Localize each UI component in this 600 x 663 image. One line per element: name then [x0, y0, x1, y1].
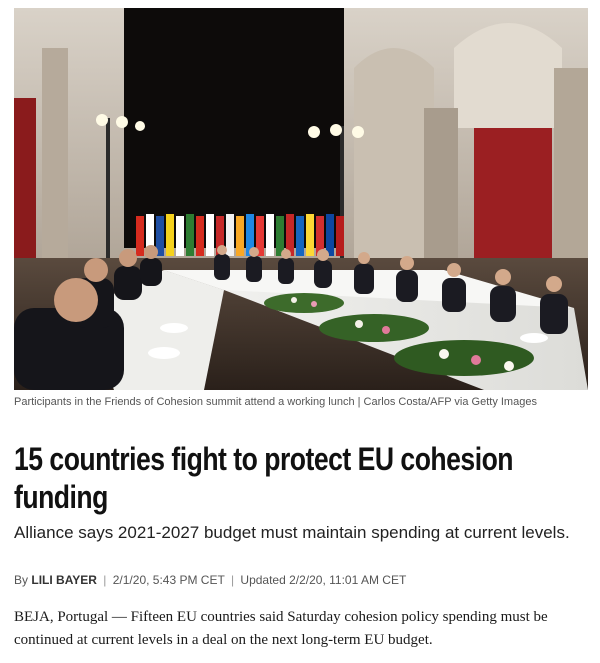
hero-photo	[14, 8, 588, 390]
updated-date: Updated 2/2/20, 11:01 AM CET	[240, 573, 407, 587]
summit-scene-illustration	[14, 8, 588, 390]
byline-separator: |	[230, 573, 235, 587]
author-link[interactable]: LILI BAYER	[31, 573, 97, 587]
byline: By LILI BAYER | 2/1/20, 5:43 PM CET | Up…	[14, 573, 589, 587]
publish-date: 2/1/20, 5:43 PM CET	[112, 573, 225, 587]
byline-prefix: By	[14, 573, 29, 587]
byline-separator: |	[103, 573, 107, 587]
photo-caption: Participants in the Friends of Cohesion …	[14, 396, 537, 408]
article-headline: 15 countries fight to protect EU cohesio…	[14, 441, 514, 515]
article-lead-paragraph: BEJA, Portugal — Fifteen EU countries sa…	[14, 609, 548, 648]
article-subheadline: Alliance says 2021-2027 budget must main…	[14, 523, 570, 542]
